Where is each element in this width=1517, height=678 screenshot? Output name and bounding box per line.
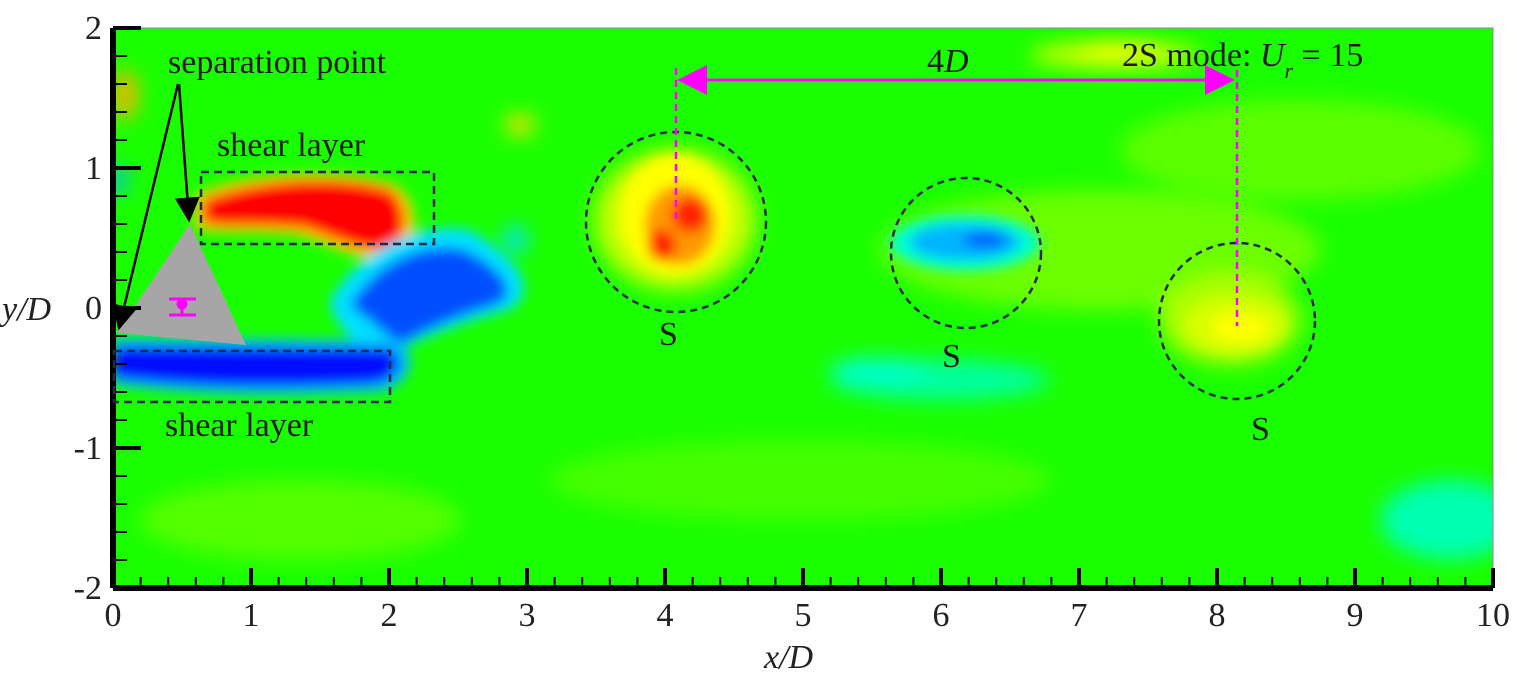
separation-arrow-lower xyxy=(112,83,180,331)
x-tick-label: 5 xyxy=(795,597,812,634)
spacing-unit: D xyxy=(943,43,969,80)
vortex-label-3: S xyxy=(1251,411,1270,448)
x-tick-label: 2 xyxy=(381,597,398,634)
prism-body xyxy=(117,224,246,345)
shear-layer-upper-label: shear layer xyxy=(217,127,366,164)
x-tick-label: 3 xyxy=(519,597,536,634)
vortex-label-2: S xyxy=(942,338,961,375)
y-axis-label: y/D xyxy=(0,291,52,328)
separation-point-label: separation point xyxy=(168,44,387,81)
y-tick-label: -2 xyxy=(74,570,102,607)
y-tick-label: 1 xyxy=(85,150,102,187)
shear-layer-upper-box xyxy=(199,170,436,246)
annotations: separation point shear layer shear layer… xyxy=(112,37,1363,448)
y-tick-label: -1 xyxy=(74,430,102,467)
x-tick-label: 10 xyxy=(1476,597,1510,634)
mode-value: = 15 xyxy=(1293,37,1363,74)
mode-label: 2S mode: Ur = 15 xyxy=(1122,37,1363,83)
x-tick-label: 4 xyxy=(657,597,674,634)
x-tick-label: 6 xyxy=(933,597,950,634)
mode-variable: U xyxy=(1260,37,1287,74)
x-tick-label: 0 xyxy=(105,597,122,634)
mode-prefix: 2S mode: xyxy=(1122,37,1260,74)
vortex-blobs xyxy=(113,155,1285,395)
vortex-circle-2 xyxy=(889,176,1043,330)
separation-arrow-upper xyxy=(174,83,200,223)
x-tick-label: 1 xyxy=(243,597,260,634)
y-tick-label: 0 xyxy=(85,290,102,327)
contour-field xyxy=(113,28,1493,588)
x-axis-label: x/D xyxy=(763,639,814,676)
y-tick-label: 2 xyxy=(85,10,102,47)
shear-layer-lower-box xyxy=(112,349,392,404)
spacing-value: 4 xyxy=(927,43,944,80)
x-tick-label: 9 xyxy=(1347,597,1364,634)
x-tick-label: 7 xyxy=(1071,597,1088,634)
shear-layer-lower-label: shear layer xyxy=(165,407,314,444)
x-tick-label: 8 xyxy=(1209,597,1226,634)
pivot-marker-icon xyxy=(169,297,196,317)
mode-subscript: r xyxy=(1284,58,1293,83)
vortex-label-1: S xyxy=(659,316,678,353)
spacing-label: 4D xyxy=(927,43,969,80)
